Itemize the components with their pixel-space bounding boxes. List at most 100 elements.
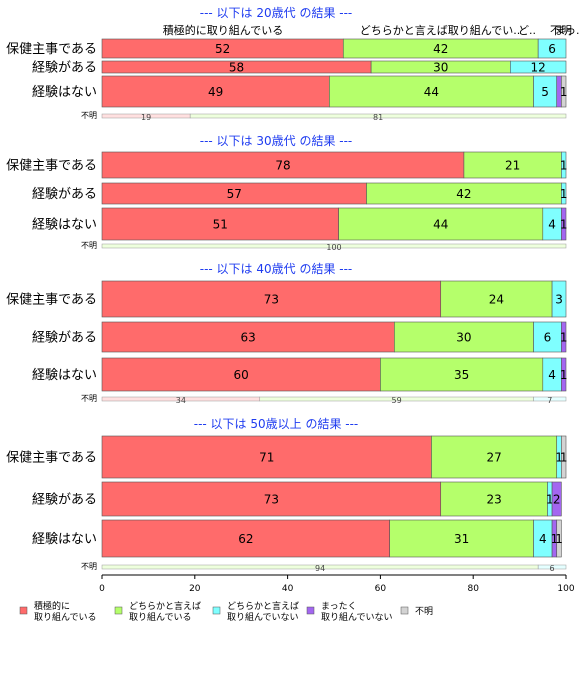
unknown-bar-value-label: 94 bbox=[315, 564, 325, 573]
bar-value-label: 31 bbox=[454, 532, 469, 546]
bar-segment bbox=[101, 207, 339, 241]
bar-value-label: 2 bbox=[553, 493, 561, 507]
bar-value-label: 63 bbox=[241, 331, 256, 345]
bar-segment bbox=[537, 38, 567, 59]
bar-segment bbox=[101, 357, 381, 392]
x-tick-label: 80 bbox=[467, 584, 479, 594]
bar-value-label: 62 bbox=[238, 532, 253, 546]
unknown-bar-segment bbox=[537, 564, 567, 570]
row-label: 経験がある bbox=[32, 61, 97, 76]
bar-value-label: 30 bbox=[433, 61, 448, 75]
x-tick-label: 100 bbox=[557, 584, 574, 594]
legend-label-line: 取り組んでいる bbox=[129, 611, 192, 623]
bar-segment bbox=[561, 75, 567, 108]
bar-segment bbox=[101, 519, 390, 558]
group-title-2: --- 以下は 40歳代 の結果 --- bbox=[200, 262, 353, 276]
legend-label: どちらかと言えば取り組んでいない bbox=[227, 600, 299, 623]
bar-segment bbox=[380, 357, 544, 392]
x-tick-label: 40 bbox=[282, 584, 294, 594]
row-label: 経験はない bbox=[32, 85, 97, 100]
legend-label-line: 積極的に bbox=[34, 600, 70, 612]
unknown-bar-value-label: 34 bbox=[176, 396, 186, 405]
bar-segment bbox=[556, 519, 562, 558]
bar-value-label: 1 bbox=[560, 218, 568, 232]
bar-segment bbox=[551, 481, 562, 517]
bar-segment bbox=[551, 280, 567, 318]
row-label: 経験がある bbox=[32, 187, 97, 202]
header-label-0: 積極的に取り組んでいる bbox=[163, 23, 283, 37]
legend-swatch bbox=[400, 606, 409, 615]
bar-value-label: 73 bbox=[264, 493, 279, 507]
bar-value-label: 27 bbox=[486, 451, 501, 465]
bar-value-label: 42 bbox=[433, 42, 448, 56]
unknown-bar-segment bbox=[533, 396, 567, 402]
header-label-2: ど.. bbox=[518, 24, 536, 37]
bar-value-label: 1 bbox=[560, 451, 568, 465]
legend-label: どちらかと言えば取り組んでいる bbox=[129, 600, 201, 623]
unknown-row-label: 不明 bbox=[81, 111, 97, 120]
bar-value-label: 30 bbox=[456, 331, 471, 345]
bar-segment bbox=[561, 321, 567, 353]
row-label: 保健主事である bbox=[6, 159, 97, 174]
row-label: 経験がある bbox=[32, 493, 97, 508]
bar-segment bbox=[561, 182, 567, 205]
bar-value-label: 4 bbox=[539, 532, 547, 546]
bar-value-label: 1 bbox=[560, 331, 568, 345]
legend-label-line: 不明 bbox=[415, 606, 433, 617]
unknown-bar-value-label: 7 bbox=[547, 396, 552, 405]
bar-value-label: 52 bbox=[215, 42, 230, 56]
bar-segment bbox=[561, 435, 567, 479]
bar-segment bbox=[561, 207, 567, 241]
bar-value-label: 21 bbox=[505, 159, 520, 173]
bar-value-label: 6 bbox=[544, 331, 552, 345]
legend-label-line: どちらかと言えば bbox=[227, 600, 299, 612]
legend-swatch bbox=[114, 606, 123, 615]
bar-value-label: 71 bbox=[259, 451, 274, 465]
x-tick-label: 60 bbox=[375, 584, 387, 594]
bar-value-label: 23 bbox=[486, 493, 501, 507]
legend-label-line: 取り組んでいない bbox=[227, 611, 299, 623]
bar-value-label: 60 bbox=[234, 368, 249, 382]
header-label-4: まっ. bbox=[554, 24, 579, 37]
bar-segment bbox=[101, 321, 395, 353]
unknown-row-label: 不明 bbox=[81, 394, 97, 403]
legend-label-line: 取り組んでいる bbox=[34, 611, 97, 623]
bar-value-label: 49 bbox=[208, 85, 223, 99]
unknown-bar-value-label: 6 bbox=[550, 564, 555, 573]
bar-value-label: 58 bbox=[229, 61, 244, 75]
unknown-bar-segment bbox=[101, 243, 567, 249]
legend-label-line: どちらかと言えば bbox=[129, 600, 201, 612]
bar-segment bbox=[561, 357, 567, 392]
bar-value-label: 1 bbox=[555, 532, 563, 546]
group-title-0: --- 以下は 20歳代 の結果 --- bbox=[200, 6, 353, 20]
bar-value-label: 1 bbox=[560, 159, 568, 173]
x-tick-label: 0 bbox=[99, 584, 105, 594]
bar-segment bbox=[389, 519, 534, 558]
bar-value-label: 6 bbox=[548, 42, 556, 56]
row-label: 保健主事である bbox=[6, 293, 97, 308]
bar-value-label: 42 bbox=[456, 187, 471, 201]
unknown-row-label: 不明 bbox=[81, 562, 97, 571]
bar-value-label: 51 bbox=[213, 218, 228, 232]
bar-segment bbox=[510, 60, 567, 74]
unknown-row-label: 不明 bbox=[81, 241, 97, 250]
legend-label: 不明 bbox=[415, 606, 433, 617]
group-title-3: --- 以下は 50歳以上 の結果 --- bbox=[194, 417, 359, 431]
legend-swatch bbox=[212, 606, 221, 615]
row-label: 経験がある bbox=[32, 331, 97, 346]
bar-segment bbox=[440, 481, 548, 517]
bar-segment bbox=[394, 321, 534, 353]
bar-segment bbox=[329, 75, 534, 108]
legend-label-line: 取り組んでいない bbox=[321, 611, 393, 623]
header-label-1: どちらかと言えば取り組んでい.. bbox=[360, 24, 520, 37]
bar-segment bbox=[338, 207, 544, 241]
unknown-bar-value-label: 100 bbox=[326, 243, 341, 252]
unknown-bar-segment bbox=[189, 113, 567, 119]
bar-value-label: 57 bbox=[227, 187, 242, 201]
bar-value-label: 12 bbox=[531, 61, 546, 75]
bar-segment bbox=[561, 151, 567, 179]
bar-value-label: 44 bbox=[433, 218, 448, 232]
bar-value-label: 73 bbox=[264, 293, 279, 307]
bar-value-label: 1 bbox=[546, 493, 554, 507]
